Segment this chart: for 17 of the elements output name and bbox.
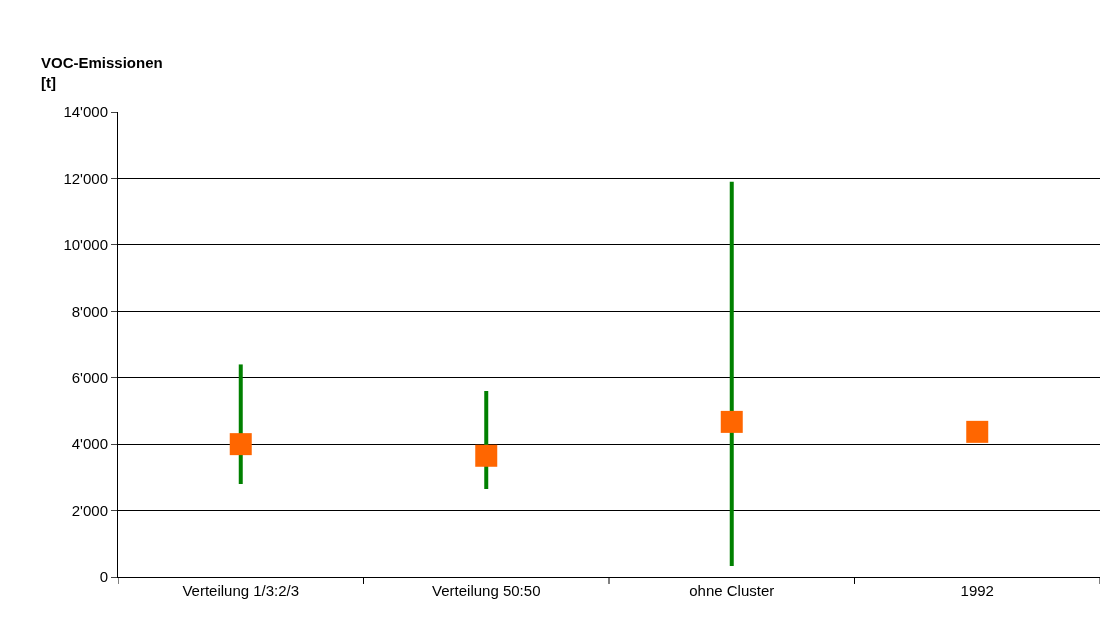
- y-tick-label: 2'000: [71, 501, 108, 519]
- point: [720, 410, 743, 433]
- y-axis-title: VOC-Emissionen [t]: [41, 54, 163, 91]
- y-tick-label: 0: [99, 568, 108, 586]
- y-tick-label: 4'000: [71, 435, 108, 453]
- x-tick-label: 1992: [960, 582, 994, 599]
- y-tick-label: 10'000: [63, 236, 108, 254]
- y-tick-label: 12'000: [63, 169, 108, 187]
- y-tick-label: 6'000: [71, 368, 108, 386]
- y-tick-label: 14'000: [63, 103, 108, 121]
- point: [966, 420, 989, 443]
- point: [475, 444, 498, 467]
- y-tick-label: 8'000: [71, 302, 108, 320]
- x-tick-label: ohne Cluster: [689, 582, 775, 599]
- x-tick-label: Verteilung 50:50: [432, 582, 541, 599]
- point: [229, 433, 252, 456]
- x-tick-label: Verteilung 1/3:2/3: [182, 582, 300, 599]
